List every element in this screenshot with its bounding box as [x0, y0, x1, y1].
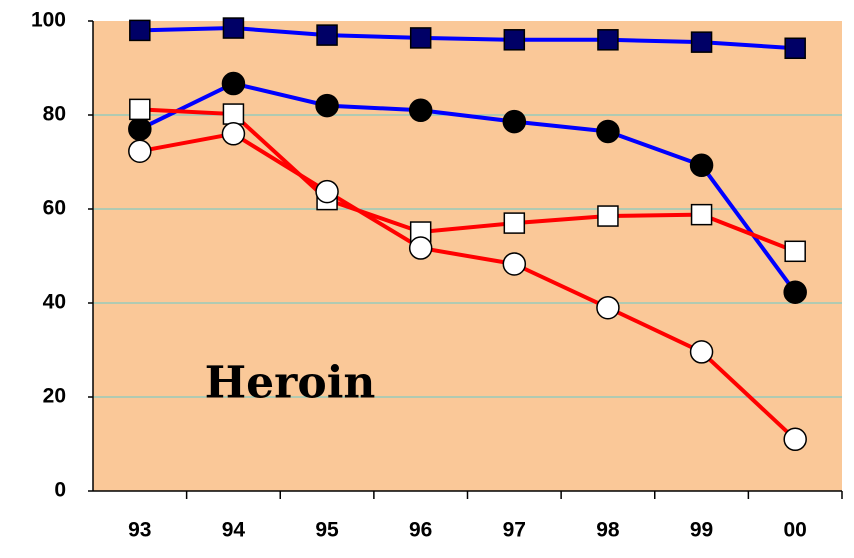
marker — [221, 71, 246, 96]
marker — [129, 98, 151, 121]
marker — [690, 203, 713, 226]
marker — [784, 37, 806, 60]
marker — [503, 212, 526, 234]
marker — [129, 19, 151, 42]
series-line — [138, 81, 797, 294]
series-line — [139, 131, 797, 441]
y-tick-label: 0 — [54, 479, 66, 502]
y-tick-label: 100 — [31, 9, 66, 32]
marker — [597, 205, 619, 227]
marker — [409, 27, 432, 49]
marker — [222, 103, 245, 125]
y-tick-label: 60 — [43, 197, 66, 220]
marker — [503, 29, 526, 51]
marker — [596, 119, 620, 144]
x-tick-label: 95 — [315, 519, 339, 542]
marker — [689, 153, 714, 178]
marker — [502, 252, 527, 276]
marker — [784, 240, 806, 263]
x-tick-label: 99 — [690, 519, 713, 542]
marker — [408, 236, 433, 260]
marker — [222, 17, 245, 39]
marker — [690, 31, 713, 53]
marker — [316, 24, 338, 46]
marker — [597, 29, 619, 51]
y-tick-label: 40 — [43, 291, 66, 314]
x-tick-label: 94 — [222, 519, 246, 542]
y-tick-label: 20 — [43, 385, 66, 408]
x-tick-label: 97 — [503, 519, 526, 542]
x-tick-label: 98 — [596, 519, 620, 542]
marker — [128, 117, 152, 141]
series-line — [139, 107, 796, 254]
marker — [502, 109, 527, 134]
annotation: Heroin — [205, 358, 376, 409]
marker — [783, 427, 807, 452]
series-line — [139, 26, 796, 51]
marker — [315, 179, 339, 204]
x-tick-label: 00 — [784, 519, 807, 542]
marker — [408, 98, 433, 123]
marker — [221, 122, 246, 146]
marker — [128, 139, 152, 163]
x-tick-label: 96 — [409, 519, 432, 542]
marker — [596, 295, 620, 320]
marker — [315, 93, 339, 118]
marker — [689, 340, 714, 364]
y-tick-label: 80 — [43, 103, 66, 126]
x-tick-label: 93 — [128, 519, 151, 542]
marker — [783, 280, 807, 304]
